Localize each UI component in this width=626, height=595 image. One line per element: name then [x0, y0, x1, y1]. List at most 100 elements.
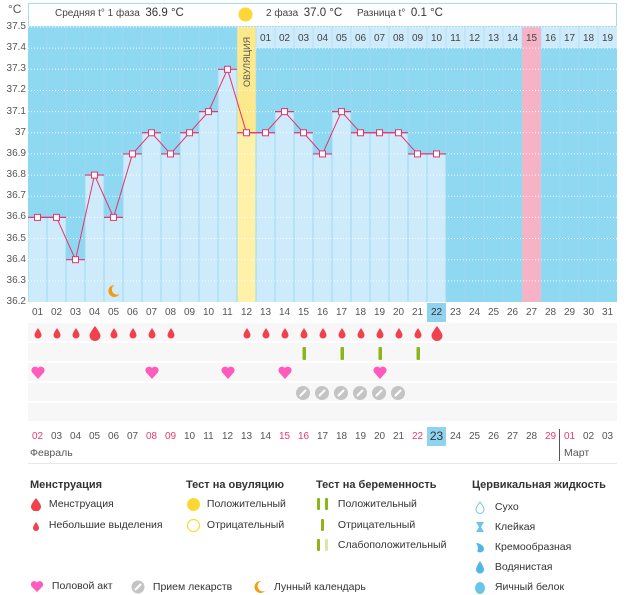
cycle-day-label[interactable]: 08	[164, 307, 177, 318]
drop-small-icon[interactable]	[411, 325, 425, 341]
pill-icon[interactable]	[296, 385, 311, 401]
drop-small-icon[interactable]	[107, 325, 121, 341]
cycle-day-label[interactable]: 07	[145, 307, 158, 318]
calendar-date-label[interactable]: 18	[335, 431, 348, 442]
pregnancy-test-negative-icon[interactable]	[373, 345, 387, 361]
cycle-day-label[interactable]: 13	[259, 307, 272, 318]
calendar-date-label[interactable]: 02	[31, 431, 44, 442]
pill-icon[interactable]	[334, 385, 349, 401]
calendar-date-label[interactable]: 04	[69, 431, 82, 442]
calendar-date-label[interactable]: 10	[183, 431, 196, 442]
calendar-date-label[interactable]: 29	[544, 431, 557, 442]
calendar-date-label[interactable]: 24	[449, 431, 462, 442]
pregnancy-test-negative-icon[interactable]	[297, 345, 311, 361]
drop-small-icon[interactable]	[373, 325, 387, 341]
drop-small-icon[interactable]	[31, 325, 45, 341]
calendar-date-label[interactable]: 14	[259, 431, 272, 442]
drop-small-icon[interactable]	[145, 325, 159, 341]
cycle-day-label[interactable]: 20	[392, 307, 405, 318]
cycle-day-label[interactable]: 17	[335, 307, 348, 318]
drop-small-icon[interactable]	[126, 325, 140, 341]
cycle-day-label[interactable]: 23	[449, 307, 462, 318]
cycle-day-label[interactable]: 18	[354, 307, 367, 318]
drop-large-icon[interactable]	[88, 325, 102, 341]
cycle-day-label[interactable]: 29	[563, 307, 576, 318]
calendar-date-label[interactable]: 26	[487, 431, 500, 442]
drop-small-icon[interactable]	[259, 325, 273, 341]
drop-small-icon[interactable]	[335, 325, 349, 341]
heart-icon	[30, 581, 44, 592]
heart-icon[interactable]	[220, 365, 235, 381]
phase2-day-label: 14	[507, 33, 519, 44]
drop-small-icon[interactable]	[316, 325, 330, 341]
pill-icon[interactable]	[315, 385, 330, 401]
calendar-date-label[interactable]: 20	[373, 431, 386, 442]
cycle-day-label[interactable]: 09	[183, 307, 196, 318]
calendar-date-label[interactable]: 08	[145, 431, 158, 442]
cycle-day-label[interactable]: 11	[222, 307, 233, 318]
legend-ovulation-negative: Отрицательный	[186, 518, 284, 533]
calendar-date-label[interactable]: 25	[468, 431, 481, 442]
cycle-day-label[interactable]: 26	[506, 307, 519, 318]
calendar-date-label[interactable]: 22	[411, 431, 424, 442]
drop-small-icon[interactable]	[297, 325, 311, 341]
calendar-date-label[interactable]: 13	[240, 431, 253, 442]
calendar-date-label[interactable]: 17	[316, 431, 329, 442]
cycle-day-label[interactable]: 19	[373, 307, 386, 318]
calendar-date-label[interactable]: 03	[601, 431, 614, 442]
drop-small-icon[interactable]	[278, 325, 292, 341]
calendar-date-label[interactable]: 09	[164, 431, 177, 442]
heart-icon[interactable]	[144, 365, 159, 381]
cycle-day-label[interactable]: 21	[411, 307, 424, 318]
calendar-date-label[interactable]: 21	[392, 431, 405, 442]
calendar-date-label[interactable]: 19	[354, 431, 367, 442]
cycle-day-label[interactable]: 16	[316, 307, 329, 318]
drop-large-icon[interactable]	[430, 325, 444, 341]
cycle-day-label[interactable]: 01	[31, 307, 44, 318]
cycle-day-label[interactable]: 04	[88, 307, 101, 318]
drop-small-icon[interactable]	[354, 325, 368, 341]
drop-small-icon[interactable]	[50, 325, 64, 341]
heart-icon[interactable]	[277, 365, 292, 381]
cycle-day-label[interactable]: 10	[202, 307, 215, 318]
drop-small-icon[interactable]	[164, 325, 178, 341]
cycle-day-label[interactable]: 15	[297, 307, 310, 318]
cycle-day-label[interactable]: 30	[582, 307, 595, 318]
calendar-date-label[interactable]: 15	[278, 431, 291, 442]
pregnancy-test-negative-icon[interactable]	[411, 345, 425, 361]
drop-small-icon[interactable]	[240, 325, 254, 341]
cycle-day-label[interactable]: 27	[525, 307, 538, 318]
drop-small-icon[interactable]	[392, 325, 406, 341]
calendar-date-label[interactable]: 02	[582, 431, 595, 442]
pill-icon[interactable]	[353, 385, 368, 401]
calendar-date-label[interactable]: 11	[203, 431, 214, 442]
cycle-day-label[interactable]: 06	[126, 307, 139, 318]
calendar-date-label[interactable]: 05	[88, 431, 101, 442]
calendar-date-label[interactable]: 27	[506, 431, 519, 442]
cycle-day-label[interactable]: 05	[107, 307, 120, 318]
cycle-day-label[interactable]: 25	[487, 307, 500, 318]
pregnancy-test-negative-icon[interactable]	[335, 345, 349, 361]
calendar-date-label[interactable]: 28	[525, 431, 538, 442]
heart-icon[interactable]	[30, 365, 45, 381]
calendar-date-label[interactable]: 23	[427, 427, 446, 446]
calendar-date-label[interactable]: 03	[50, 431, 63, 442]
cycle-day-label[interactable]: 12	[240, 307, 253, 318]
cycle-day-label[interactable]: 24	[468, 307, 481, 318]
pill-icon[interactable]	[391, 385, 406, 401]
calendar-date-label[interactable]: 16	[297, 431, 310, 442]
cycle-day-label[interactable]: 02	[50, 307, 63, 318]
cycle-day-label[interactable]: 22	[427, 303, 446, 322]
drop-small-icon[interactable]	[69, 325, 83, 341]
calendar-date-label[interactable]: 12	[221, 431, 234, 442]
calendar-date-label[interactable]: 01	[563, 431, 576, 442]
temp-bar	[332, 111, 351, 302]
calendar-date-label[interactable]: 06	[107, 431, 120, 442]
pill-icon[interactable]	[372, 385, 387, 401]
calendar-date-label[interactable]: 07	[126, 431, 139, 442]
cycle-day-label[interactable]: 28	[544, 307, 557, 318]
heart-icon[interactable]	[372, 365, 387, 381]
cycle-day-label[interactable]: 14	[278, 307, 291, 318]
cycle-day-label[interactable]: 31	[601, 307, 614, 318]
cycle-day-label[interactable]: 03	[69, 307, 82, 318]
